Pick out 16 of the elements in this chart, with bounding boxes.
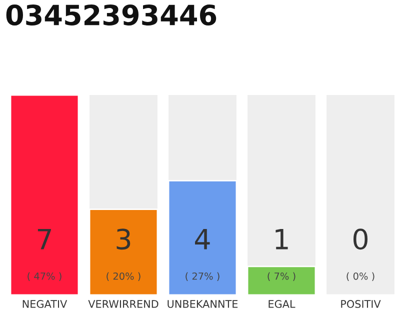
x-tick-label: EGAL (268, 300, 296, 308)
x-tick-label: POSITIV (341, 300, 381, 308)
x-tick-label: UNBEKANNTE (168, 300, 238, 308)
annotation: ( 47% ) (28, 272, 62, 281)
data-label: 7 (38, 228, 51, 250)
data-label: 0 (353, 228, 368, 250)
annotation: ( 0% ) (346, 272, 374, 281)
data-label: 3 (116, 228, 130, 250)
data-label: 1 (276, 228, 288, 250)
chart-title: 03452393446 (6, 4, 216, 26)
data-label: 4 (195, 228, 210, 250)
annotation: ( 7% ) (268, 272, 296, 281)
x-tick-label: NEGATIV (22, 300, 68, 308)
annotation: ( 20% ) (106, 272, 140, 281)
annotation: ( 27% ) (186, 272, 220, 281)
x-tick-label: VERWIRREND (88, 300, 158, 308)
